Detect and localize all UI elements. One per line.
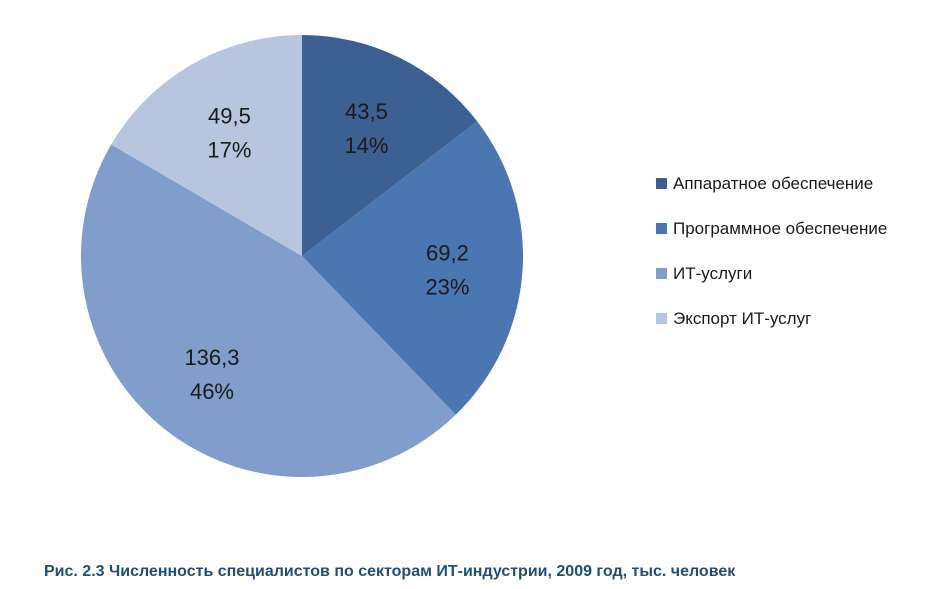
legend-label: Экспорт ИТ-услуг <box>673 309 811 328</box>
legend-label: Аппаратное обеспечение <box>673 174 873 193</box>
slice-percent-label: 17% <box>207 137 251 162</box>
legend: Аппаратное обеспечение Программное обеспе… <box>656 174 887 328</box>
figure-caption: Рис. 2.3 Численность специалистов по сек… <box>44 563 736 580</box>
legend-swatch <box>656 178 667 189</box>
slice-value-label: 136,3 <box>184 345 239 370</box>
pie-slice-3 <box>80 144 456 478</box>
slice-value-label: 69,2 <box>426 241 469 266</box>
legend-swatch <box>656 313 667 324</box>
slice-percent-label: 14% <box>344 133 388 158</box>
legend-swatch <box>656 223 667 234</box>
slice-percent-label: 46% <box>190 379 234 404</box>
pie-slices <box>80 34 524 478</box>
slice-value-label: 43,5 <box>345 99 388 124</box>
legend-label: Программное обеспечение <box>673 219 887 238</box>
pie-slice-1 <box>302 35 478 256</box>
slice-percent-label: 23% <box>425 275 469 300</box>
pie-data-labels: 43,5 14% 69,2 23% 136,3 46% 49,5 17% <box>184 99 469 404</box>
legend-label: ИТ-услуги <box>673 264 752 283</box>
legend-swatch <box>656 268 667 279</box>
pie-slice-4 <box>111 34 302 256</box>
pie-slice-2 <box>302 121 524 415</box>
slice-value-label: 49,5 <box>208 103 251 128</box>
